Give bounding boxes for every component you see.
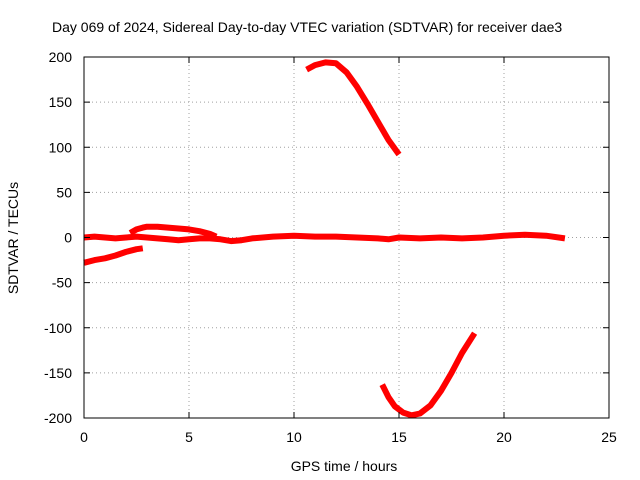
y-tick-label: -50: [52, 275, 72, 291]
x-tick-label: 15: [391, 429, 407, 445]
y-tick-label: 150: [49, 94, 73, 110]
x-tick-label: 20: [496, 429, 512, 445]
y-tick-label: -200: [44, 410, 72, 426]
axis-ticks: 0 5 10 15 20 25 200 150 100 50 0 -50 -100 -150 -200: [44, 49, 617, 445]
series-layer: [83, 59, 566, 419]
y-tick-label: 50: [56, 184, 72, 200]
y-tick-label: -100: [44, 320, 72, 336]
x-tick-label: 0: [80, 429, 88, 445]
y-axis-label: SDTVAR / TECUs: [5, 182, 21, 294]
series-track-main: [83, 231, 566, 245]
y-tick-label: 200: [49, 49, 73, 65]
x-axis-label: GPS time / hours: [291, 458, 398, 474]
x-tick-label: 5: [185, 429, 193, 445]
y-tick-label: 0: [64, 230, 72, 246]
chart-title: Day 069 of 2024, Sidereal Day-to-day VTE…: [52, 19, 562, 35]
y-tick-label: 100: [49, 139, 73, 155]
x-tick-label: 25: [601, 429, 617, 445]
x-tick-label: 10: [286, 429, 302, 445]
series-track-high: [305, 59, 402, 157]
series-track-bump: [128, 223, 218, 240]
series-track-low: [83, 245, 144, 266]
y-tick-label: -150: [44, 365, 72, 381]
series-track-deep: [379, 331, 478, 419]
